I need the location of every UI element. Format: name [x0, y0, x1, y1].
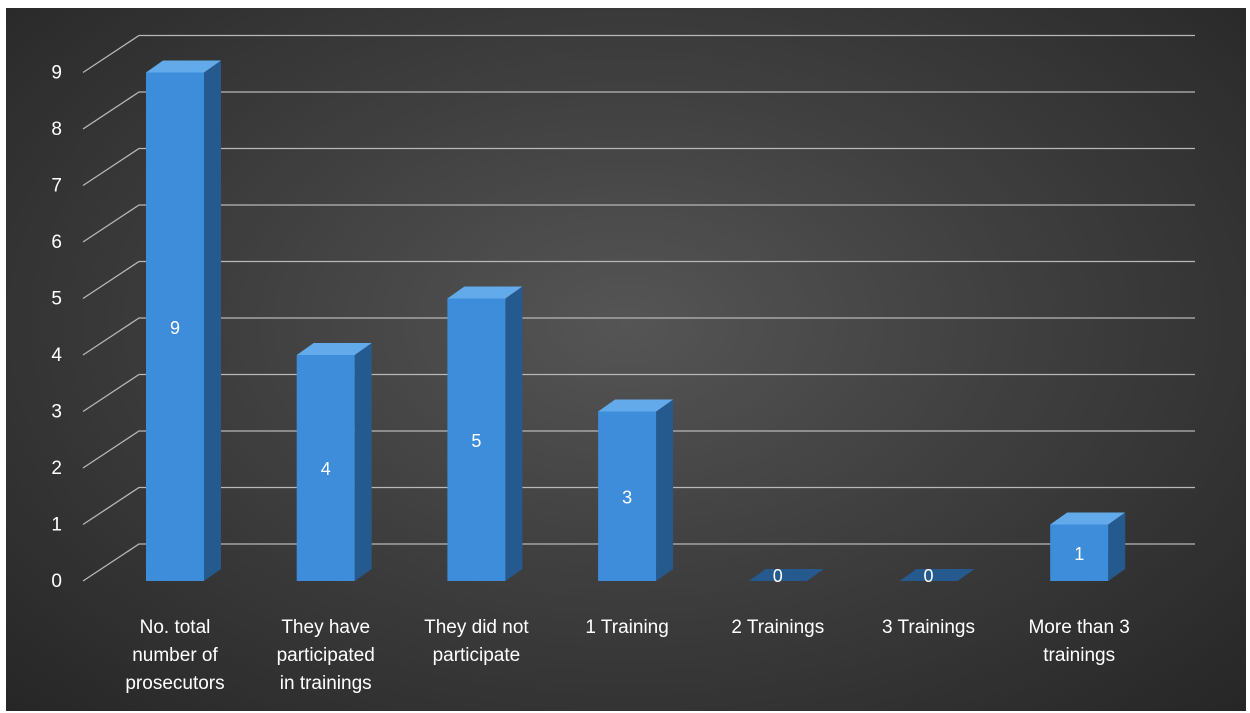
bar-front: [1050, 524, 1109, 581]
x-category-label: 2 Trainings: [731, 617, 824, 638]
bar-front: [296, 355, 355, 581]
bar: [598, 399, 674, 581]
gridline: [82, 543, 1195, 582]
bar: [1050, 512, 1126, 581]
bar-front: [598, 411, 657, 581]
bar: [296, 343, 372, 581]
data-label: 3: [622, 487, 632, 507]
x-category-label: They did not participate: [424, 617, 529, 666]
gridlines: [82, 34, 1195, 582]
bar-top: [1050, 512, 1126, 525]
y-tick-label: 3: [51, 402, 62, 423]
x-category-label: No. total number of prosecutors: [125, 617, 224, 694]
bar-top: [296, 343, 372, 355]
gridline: [82, 147, 1195, 187]
gridline: [82, 34, 1195, 74]
chart-area: 0 1 2 3 4 5 6 7 8 9 9 4 5 3 0 0 1 No. total number of pro…: [6, 8, 1246, 711]
gridline: [82, 91, 1195, 130]
data-label: 9: [170, 318, 180, 338]
bars: [146, 60, 1126, 581]
bar: [146, 60, 221, 581]
bar-front: [146, 72, 204, 581]
bar-chart: 0 1 2 3 4 5 6 7 8 9 9 4 5 3 0 0 1 No. total number of pro…: [51, 34, 1195, 694]
bar-top: [447, 286, 523, 299]
data-labels: 9 4 5 3 0 0 1: [170, 318, 1084, 586]
y-axis-ticks: 0 1 2 3 4 5 6 7 8 9: [51, 63, 62, 593]
y-tick-label: 7: [51, 176, 62, 197]
y-tick-label: 5: [51, 289, 62, 310]
bar-front: [447, 298, 506, 581]
bar: [748, 569, 824, 581]
data-label: 4: [321, 459, 331, 479]
data-label: 0: [923, 566, 933, 586]
bar-top: [598, 399, 674, 412]
bar-top: [899, 569, 975, 581]
y-tick-label: 0: [51, 571, 62, 592]
y-tick-label: 6: [51, 232, 62, 253]
gridline: [82, 260, 1195, 300]
x-category-label: 1 Training: [585, 617, 668, 638]
bar-side: [354, 343, 372, 581]
x-category-label: They have participated in trainings: [277, 617, 375, 694]
data-label: 5: [471, 431, 481, 451]
bar: [447, 286, 523, 581]
y-tick-label: 9: [51, 63, 62, 84]
bar-top: [146, 60, 221, 73]
y-tick-label: 4: [51, 345, 62, 366]
gridline: [82, 486, 1195, 526]
gridline: [82, 204, 1195, 243]
y-tick-label: 8: [51, 119, 62, 140]
y-tick-label: 1: [51, 515, 62, 536]
y-tick-label: 2: [51, 458, 62, 479]
bar-side: [656, 399, 674, 581]
bar-top: [748, 569, 824, 581]
x-category-label: More than 3 trainings: [1028, 617, 1129, 666]
bar-side: [204, 60, 221, 581]
x-category-label: 3 Trainings: [882, 617, 975, 638]
bar-side: [505, 286, 523, 581]
gridline: [82, 373, 1195, 413]
gridline: [82, 317, 1195, 356]
x-axis-categories: No. total number of prosecutors They have pa…: [125, 617, 1130, 694]
data-label: 1: [1074, 544, 1084, 564]
data-label: 0: [773, 566, 783, 586]
gridline: [82, 430, 1195, 469]
bar: [899, 569, 975, 581]
bar-side: [1108, 512, 1126, 581]
